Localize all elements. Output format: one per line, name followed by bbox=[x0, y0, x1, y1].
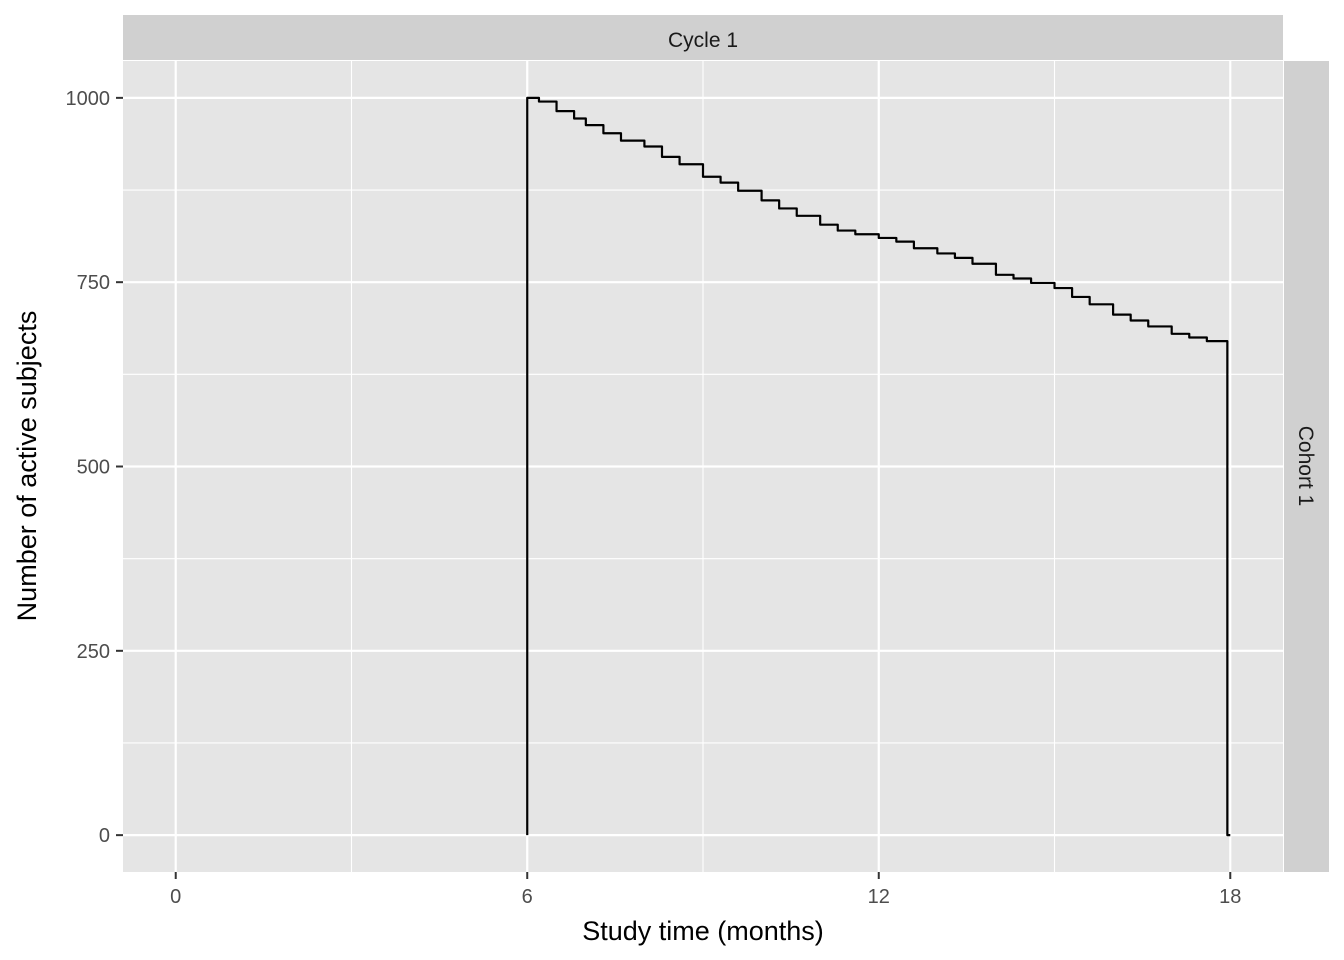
series-layer bbox=[526, 96, 1231, 837]
x-tick-label: 12 bbox=[868, 886, 890, 908]
y-tick-label: 250 bbox=[77, 641, 110, 663]
facet-strip-top bbox=[123, 15, 1283, 60]
y-tick-label: 1000 bbox=[66, 88, 111, 110]
y-tick-label: 500 bbox=[77, 457, 110, 479]
x-tick-label: 0 bbox=[170, 886, 181, 908]
x-axis-title: Study time (months) bbox=[582, 916, 824, 946]
facet-strip-right bbox=[1284, 61, 1329, 872]
y-axis-title: Number of active subjects bbox=[12, 311, 42, 622]
x-tick-label: 18 bbox=[1219, 886, 1241, 908]
y-tick-label: 750 bbox=[77, 272, 110, 294]
series-line bbox=[526, 96, 1231, 837]
x-axis: 0 6 12 18 bbox=[170, 872, 1241, 908]
facet-strip-top-label: Cycle 1 bbox=[668, 29, 738, 52]
facet-strip-right-label: Cohort 1 bbox=[1294, 426, 1317, 507]
x-tick-label: 6 bbox=[522, 886, 533, 908]
y-tick-label: 0 bbox=[99, 825, 110, 847]
y-axis: 0 250 500 750 1000 bbox=[66, 88, 123, 847]
